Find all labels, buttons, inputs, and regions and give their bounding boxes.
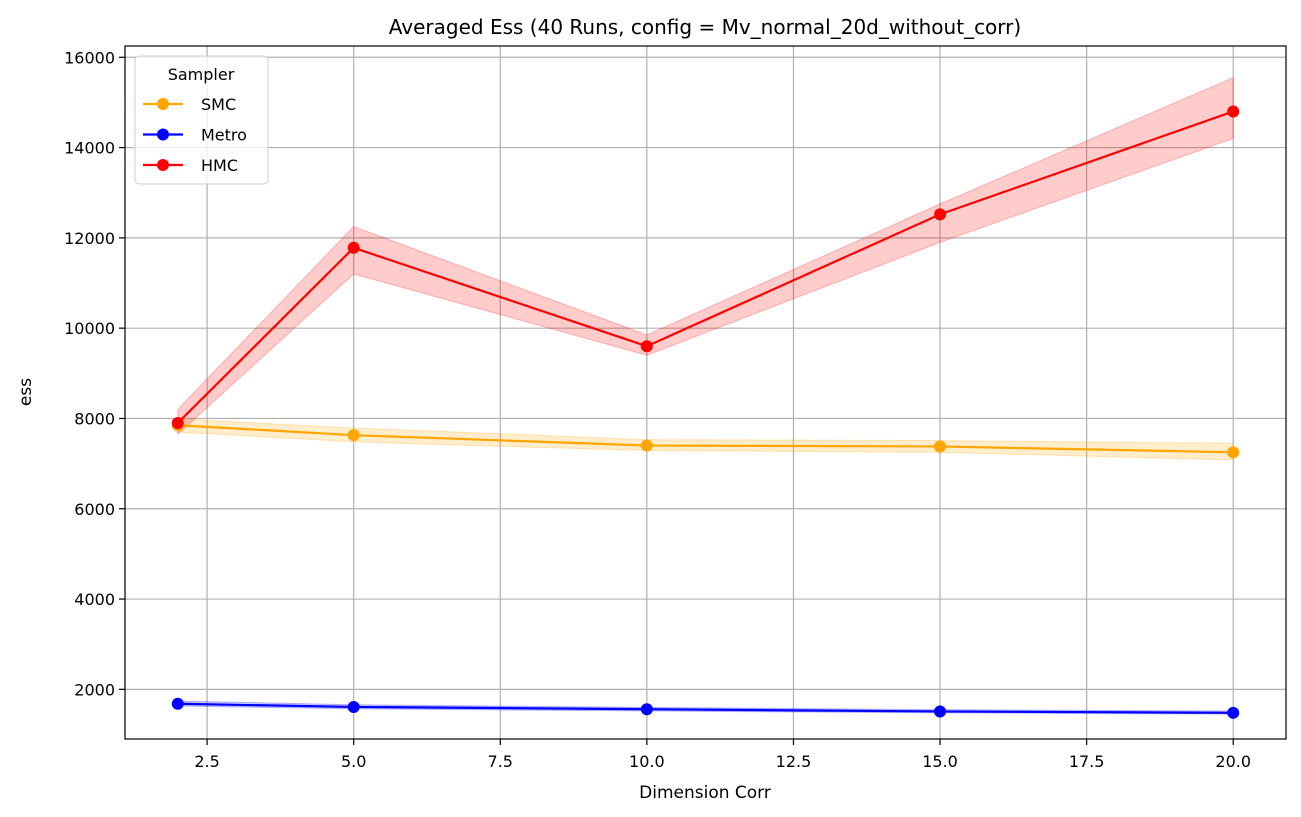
grid bbox=[125, 46, 1286, 739]
point-smc bbox=[934, 440, 947, 453]
band-hmc bbox=[177, 76, 1234, 436]
series-markers bbox=[171, 105, 1240, 719]
y-axis-ticks: 2000 4000 6000 8000 10000 12000 14000 16000 bbox=[64, 48, 125, 699]
legend-label-hmc: HMC bbox=[201, 156, 238, 175]
point-metro bbox=[347, 700, 360, 713]
legend-box bbox=[134, 55, 269, 185]
legend-title: Sampler bbox=[168, 65, 235, 84]
x-tick-label: 12.5 bbox=[776, 752, 812, 771]
x-tick-label: 17.5 bbox=[1069, 752, 1105, 771]
y-tick-label: 8000 bbox=[74, 409, 115, 428]
point-smc bbox=[1227, 446, 1240, 459]
plot-frame bbox=[124, 45, 1287, 740]
x-tick-label: 7.5 bbox=[488, 752, 513, 771]
y-tick-label: 10000 bbox=[64, 319, 115, 338]
legend-label-metro: Metro bbox=[201, 126, 247, 145]
x-tick-label: 15.0 bbox=[922, 752, 958, 771]
legend: Sampler SMC Metro HMC bbox=[134, 55, 269, 185]
x-tick-label: 10.0 bbox=[629, 752, 665, 771]
point-hmc bbox=[934, 208, 947, 221]
point-metro bbox=[1227, 706, 1240, 719]
x-axis-ticks: 2.5 5.0 7.5 10.0 12.5 15.0 17.5 20.0 bbox=[194, 739, 1251, 771]
y-tick-label: 2000 bbox=[74, 680, 115, 699]
legend-marker-hmc bbox=[157, 159, 169, 171]
legend-label-smc: SMC bbox=[201, 95, 236, 114]
y-tick-label: 12000 bbox=[64, 229, 115, 248]
band-smc bbox=[177, 418, 1234, 461]
x-tick-label: 20.0 bbox=[1215, 752, 1251, 771]
point-hmc bbox=[171, 416, 184, 429]
x-axis-label: Dimension Corr bbox=[639, 783, 771, 803]
point-metro bbox=[640, 703, 653, 716]
point-smc bbox=[347, 429, 360, 442]
point-metro bbox=[171, 697, 184, 710]
point-metro bbox=[934, 705, 947, 718]
point-hmc bbox=[640, 340, 653, 353]
chart-title: Averaged Ess (40 Runs, config = Mv_norma… bbox=[389, 15, 1021, 39]
point-hmc bbox=[1227, 105, 1240, 118]
legend-marker-smc bbox=[157, 98, 169, 110]
point-hmc bbox=[347, 241, 360, 254]
y-tick-label: 4000 bbox=[74, 590, 115, 609]
x-tick-label: 5.0 bbox=[341, 752, 366, 771]
legend-items: SMC Metro HMC bbox=[143, 95, 247, 175]
y-axis-label: ess bbox=[16, 378, 36, 406]
legend-marker-metro bbox=[157, 128, 169, 141]
y-tick-label: 16000 bbox=[64, 48, 115, 67]
point-smc bbox=[640, 439, 653, 452]
y-tick-label: 14000 bbox=[64, 139, 115, 158]
y-tick-label: 6000 bbox=[74, 500, 115, 519]
x-tick-label: 2.5 bbox=[194, 752, 219, 771]
